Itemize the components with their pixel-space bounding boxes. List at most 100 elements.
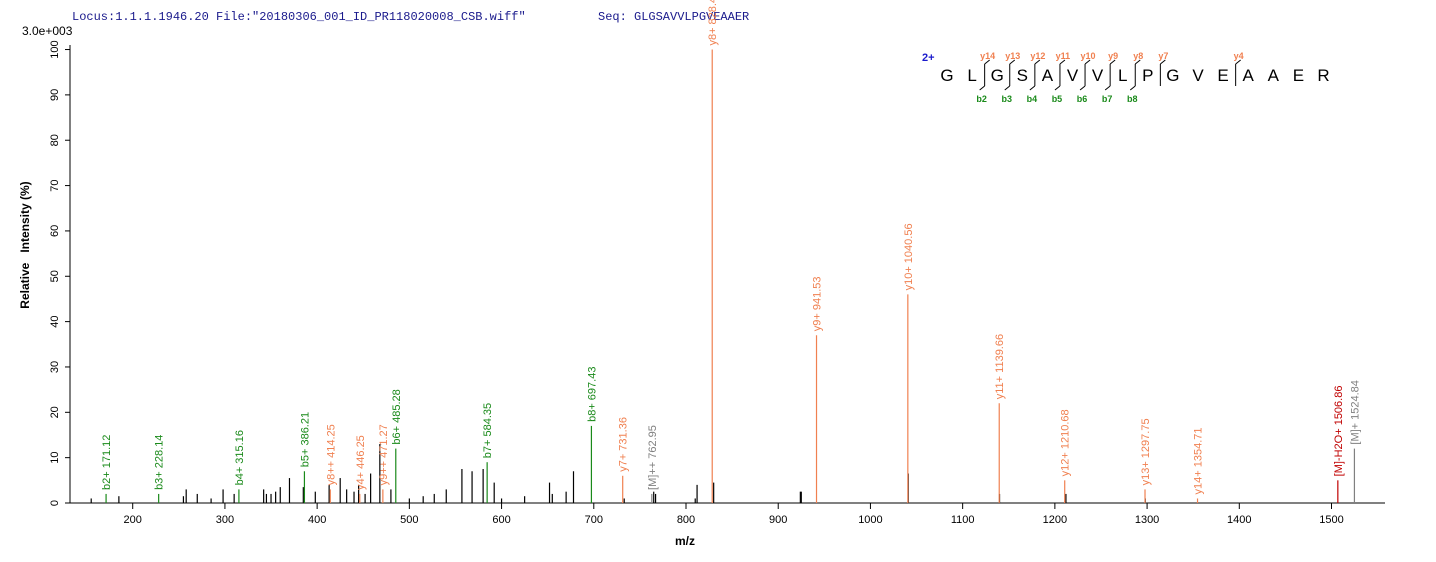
peak-label: [M]++ 762.95 [647, 425, 659, 490]
residue: G [991, 66, 1004, 85]
residue: L [967, 66, 976, 85]
peak-label: b3+ 228.14 [154, 435, 166, 490]
cleavage-hook [1034, 59, 1041, 65]
peak-label: b2+ 171.12 [101, 435, 113, 490]
peak-label: y4+ 446.25 [355, 435, 367, 490]
residue: E [1293, 66, 1304, 85]
x-tick-label: 400 [308, 514, 326, 526]
cleavage-hook [1134, 59, 1141, 65]
x-tick-label: 1300 [1135, 514, 1159, 526]
y-ion-label: y9 [1108, 51, 1118, 61]
y-tick-label: 20 [49, 406, 61, 418]
x-tick-label: 700 [585, 514, 603, 526]
peak-label: y12+ 1210.68 [1060, 409, 1072, 476]
x-tick-label: 200 [124, 514, 142, 526]
cleavage-hook [1160, 59, 1166, 65]
x-tick-label: 500 [400, 514, 418, 526]
cleavage-hook [1129, 85, 1136, 91]
y-tick-label: 0 [49, 500, 61, 506]
peak-label: [M]+ 1524.84 [1349, 380, 1361, 445]
y-ion-label: y14 [980, 51, 995, 61]
residue: S [1017, 66, 1028, 85]
y-tick-label: 60 [49, 225, 61, 237]
cleavage-hook [1109, 59, 1116, 65]
peak-label: y9+ 941.53 [812, 276, 824, 331]
residue: V [1067, 66, 1079, 85]
b-ion-label: b5 [1052, 94, 1063, 104]
residue: A [1268, 66, 1280, 85]
peak-label: y11+ 1139.66 [994, 334, 1006, 399]
cleavage-hook [1079, 85, 1086, 91]
scale-label: 3.0e+003 [22, 24, 73, 38]
y-tick-label: 80 [49, 134, 61, 146]
b-ion-label: b2 [976, 94, 987, 104]
x-tick-label: 1000 [858, 514, 882, 526]
y-ion-label: y8 [1133, 51, 1143, 61]
peak-label: y13+ 1297.75 [1140, 418, 1152, 485]
y-tick-label: 100 [49, 40, 61, 58]
cleavage-hook [979, 85, 985, 91]
peak-label: b5+ 386.21 [299, 412, 311, 467]
peak-label: y10+ 1040.56 [903, 223, 915, 290]
y-tick-label: 40 [49, 315, 61, 327]
residue: G [940, 66, 953, 85]
y-ion-label: y13 [1005, 51, 1020, 61]
peak-label: y14+ 1354.71 [1193, 427, 1205, 494]
peak-label: y8+ 828.43 [707, 0, 719, 46]
peak-label: y8++ 414.25 [325, 424, 337, 485]
b-ion-label: b3 [1001, 94, 1012, 104]
residue: V [1192, 66, 1204, 85]
b-ion-label: b6 [1077, 94, 1088, 104]
header-locus: Locus:1.1.1.1946.20 File:"20180306_001_I… [72, 10, 526, 24]
y-tick-label: 50 [49, 270, 61, 282]
residue: V [1092, 66, 1104, 85]
residue: P [1142, 66, 1153, 85]
y-ion-label: y12 [1030, 51, 1045, 61]
peak-label: b4+ 315.16 [234, 430, 246, 485]
peak-label: [M]-H2O+ 1506.86 [1333, 386, 1345, 477]
charge-label: 2+ [922, 52, 935, 64]
x-tick-label: 600 [492, 514, 510, 526]
b-ion-label: b4 [1027, 94, 1038, 104]
residue: R [1317, 66, 1329, 85]
y-ion-label: y4 [1234, 51, 1244, 61]
x-tick-label: 1100 [951, 514, 975, 526]
y-axis-label: Relative Intensity (%) [18, 181, 32, 308]
residue: L [1118, 66, 1127, 85]
cleavage-hook [984, 59, 990, 65]
residue: E [1217, 66, 1228, 85]
x-tick-label: 1500 [1319, 514, 1343, 526]
y-ion-label: y10 [1081, 51, 1096, 61]
x-axis-label: m/z [675, 534, 695, 548]
y-tick-label: 10 [49, 452, 61, 464]
peak-label: y7+ 731.36 [618, 417, 630, 472]
cleavage-hook [1059, 59, 1066, 65]
x-tick-label: 900 [769, 514, 787, 526]
cleavage-hook [1084, 59, 1091, 65]
residue: G [1166, 66, 1179, 85]
y-tick-label: 90 [49, 89, 61, 101]
cleavage-hook [1104, 85, 1111, 91]
y-tick-label: 70 [49, 179, 61, 191]
x-tick-label: 1400 [1227, 514, 1251, 526]
peak-label: b6+ 485.28 [391, 389, 403, 444]
residue: A [1042, 66, 1054, 85]
b-ion-label: b7 [1102, 94, 1113, 104]
header-seq: Seq: GLGSAVVLPGVEAAER [598, 10, 749, 24]
y-tick-label: 30 [49, 361, 61, 373]
cleavage-hook [1004, 85, 1011, 91]
residue: A [1243, 66, 1255, 85]
x-tick-label: 800 [677, 514, 695, 526]
y-ion-label: y7 [1158, 51, 1168, 61]
x-tick-label: 300 [216, 514, 234, 526]
peak-label: b7+ 584.35 [482, 403, 494, 458]
x-tick-label: 1200 [1043, 514, 1067, 526]
y-ion-label: y11 [1056, 51, 1071, 61]
peak-label: y9++ 471.27 [378, 424, 390, 485]
b-ion-label: b8 [1127, 94, 1138, 104]
cleavage-hook [1054, 85, 1061, 91]
cleavage-hook [1029, 85, 1036, 91]
cleavage-hook [1009, 59, 1016, 65]
cleavage-hook [1235, 59, 1241, 65]
